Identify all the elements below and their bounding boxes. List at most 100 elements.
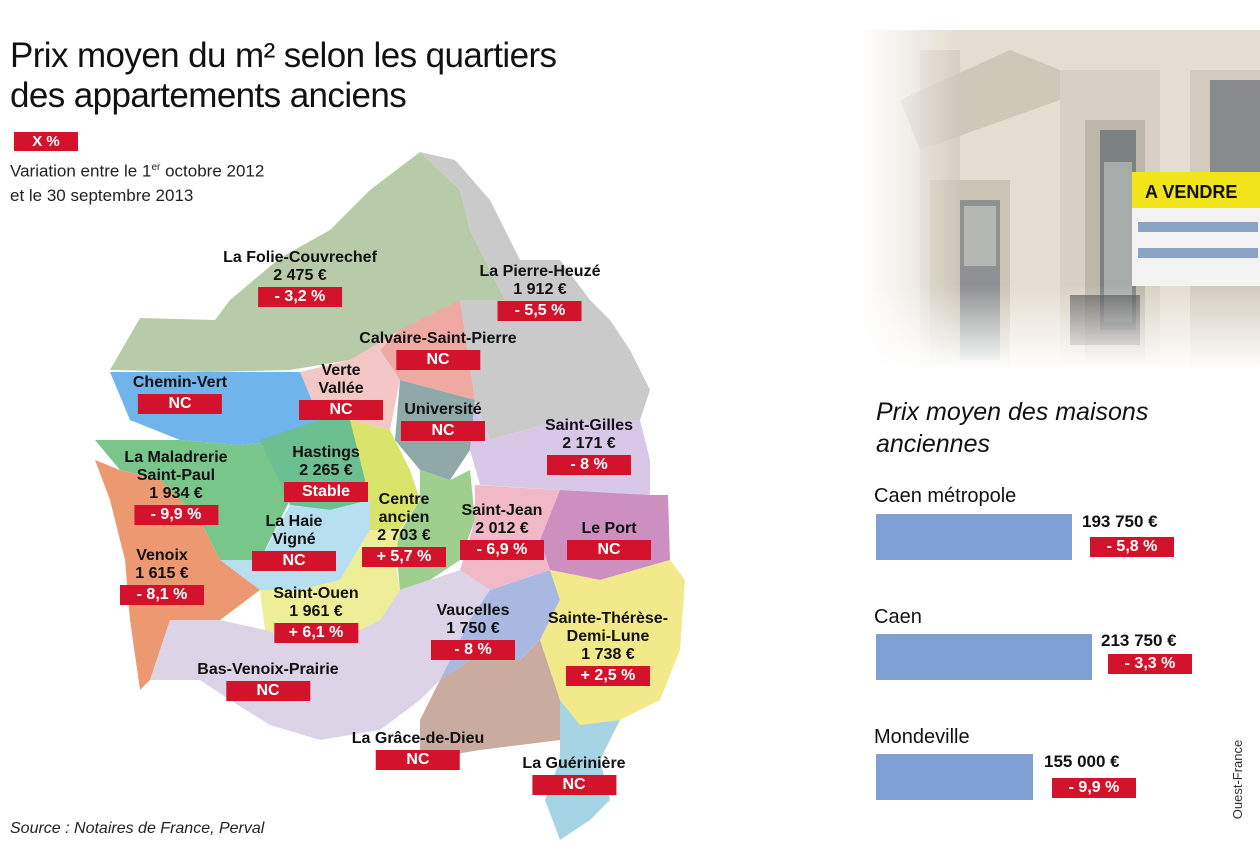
houses-chart-title: Prix moyen des maisons anciennes [876, 396, 1148, 460]
district-price: 1 615 € [135, 565, 189, 582]
bar-caen-metropole [876, 514, 1072, 560]
district-price: 2 171 € [562, 435, 616, 452]
district-name-2: ancien [378, 509, 430, 526]
district-name-2: Demi-Lune [566, 628, 650, 645]
district-name: La Guérinière [522, 755, 626, 772]
district-price: 2 703 € [377, 527, 431, 544]
bar-value: 213 750 € [1101, 631, 1177, 650]
change-badge: NC [567, 540, 651, 560]
label-vaucelles: Vaucelles 1 750 € - 8 % [431, 602, 515, 660]
district-grace-de-dieu[interactable] [420, 640, 560, 760]
bar-label: Caen métropole [874, 485, 1017, 507]
label-gueriniere: La Guérinière NC [522, 755, 626, 795]
change-badge: - 8,1 % [120, 585, 204, 605]
label-folie-couvrechef: La Folie-Couvrechef 2 475 € - 3,2 % [223, 249, 377, 307]
legend-caption: Variation entre le 1er octobre 2012 et l… [10, 156, 264, 208]
bar-label: Caen [874, 606, 922, 628]
change-badge: - 3,2 % [258, 287, 342, 307]
district-price: 1 961 € [289, 603, 343, 620]
district-name: La Folie-Couvrechef [223, 249, 377, 266]
change-badge: NC [532, 775, 616, 795]
label-chemin-vert: Chemin-Vert NC [133, 374, 227, 414]
district-price: 1 912 € [513, 281, 567, 298]
change-badge: + 5,7 % [362, 547, 446, 567]
label-saint-gilles: Saint-Gilles 2 171 € - 8 % [545, 417, 633, 475]
district-name: Verte [321, 362, 361, 379]
district-name: Chemin-Vert [132, 374, 228, 391]
bar-value: 155 000 € [1044, 752, 1120, 771]
district-name: Centre [378, 491, 430, 508]
bar-caen [876, 634, 1092, 680]
label-saint-ouen: Saint-Ouen 1 961 € + 6,1 % [273, 585, 359, 643]
change-badge: - 9,9 % [134, 505, 218, 525]
legend-line-1: Variation entre le 1 [10, 161, 152, 181]
change-badge: NC [375, 750, 460, 770]
label-pierre-heuze: La Pierre-Heuzé 1 912 € - 5,5 % [479, 263, 601, 321]
district-name: La Pierre-Heuzé [479, 263, 601, 280]
bar-value: 193 750 € [1082, 512, 1158, 531]
district-folie-couvrechef[interactable] [110, 152, 505, 372]
label-hastings: Hastings 2 265 € Stable [284, 444, 368, 502]
district-name: La Maladrerie [124, 449, 228, 466]
change-badge: - 5,8 % [1090, 537, 1174, 557]
district-name: Le Port [581, 520, 637, 537]
title-line-1: Prix moyen du m² selon les quartiers [10, 36, 557, 75]
change-badge: NC [226, 681, 310, 701]
credit-text: Ouest-France [1230, 739, 1246, 820]
label-le-port: Le Port NC [567, 520, 651, 560]
district-name: Sainte-Thérèse- [547, 610, 669, 627]
district-saint-jean[interactable] [460, 485, 560, 590]
change-badge: - 8 % [431, 640, 515, 660]
source-note: Source : Notaires de France, Perval [10, 820, 265, 837]
label-universite: Université NC [401, 401, 485, 441]
label-bas-venoix-prairie: Bas-Venoix-Prairie NC [197, 661, 339, 701]
district-name: Calvaire-Saint-Pierre [359, 330, 517, 347]
change-badge: NC [396, 350, 480, 370]
district-name: Hastings [292, 444, 360, 461]
label-calvaire-saint-pierre: Calvaire-Saint-Pierre NC [359, 330, 517, 370]
district-name-2: Saint-Paul [136, 467, 216, 484]
district-name: La Haie [265, 513, 323, 530]
change-badge: NC [138, 394, 222, 414]
legend-line-1b: octobre 2012 [160, 161, 265, 181]
change-badge: Stable [284, 482, 368, 502]
change-badge: NC [252, 551, 336, 571]
district-name: Saint-Gilles [544, 417, 634, 434]
district-price: 1 738 € [581, 646, 635, 663]
change-badge: - 9,9 % [1052, 778, 1136, 798]
label-venoix: Venoix 1 615 € - 8,1 % [120, 547, 204, 605]
district-gueriniere[interactable] [545, 700, 620, 840]
change-badge: - 6,9 % [460, 540, 544, 560]
district-name: Université [404, 401, 482, 418]
change-badge: + 2,5 % [565, 666, 650, 686]
bar-mondeville [876, 754, 1033, 800]
district-price: 2 012 € [475, 520, 529, 537]
legend-badge: X % [14, 132, 78, 151]
district-name: Saint-Ouen [273, 585, 359, 602]
label-sainte-therese: Sainte-Thérèse- Demi-Lune 1 738 € + 2,5 … [548, 610, 668, 686]
label-verte-vallee: Verte Vallée NC [299, 362, 383, 420]
district-price: 1 750 € [446, 620, 500, 637]
label-maladrerie: La Maladrerie Saint-Paul 1 934 € - 9,9 % [124, 449, 228, 525]
building-photo: A VENDRE [860, 30, 1260, 370]
change-badge: - 8 % [547, 455, 631, 475]
label-centre-ancien: Centre ancien 2 703 € + 5,7 % [362, 491, 446, 567]
district-price: 2 265 € [299, 462, 353, 479]
district-name: Venoix [136, 547, 188, 564]
district-name-2: Vallée [318, 380, 364, 397]
title-line-2: des appartements anciens [10, 76, 407, 115]
change-badge: - 3,3 % [1108, 654, 1192, 674]
label-grace-de-dieu: La Grâce-de-Dieu NC [352, 730, 484, 770]
change-badge: + 6,1 % [274, 623, 358, 643]
district-price: 1 934 € [149, 485, 203, 502]
label-haie-vigne: La Haie Vigné NC [252, 513, 336, 571]
district-name: La Grâce-de-Dieu [351, 730, 485, 747]
change-badge: NC [401, 421, 485, 441]
houses-title-line-1: Prix moyen des maisons [876, 398, 1149, 426]
district-price: 2 475 € [273, 267, 327, 284]
legend-line-2: et le 30 septembre 2013 [10, 185, 194, 205]
legend-sup: er [151, 162, 161, 173]
label-saint-jean: Saint-Jean 2 012 € - 6,9 % [460, 502, 544, 560]
publisher-credit: Ouest-France [1230, 730, 1256, 840]
bar-label: Mondeville [874, 726, 970, 748]
